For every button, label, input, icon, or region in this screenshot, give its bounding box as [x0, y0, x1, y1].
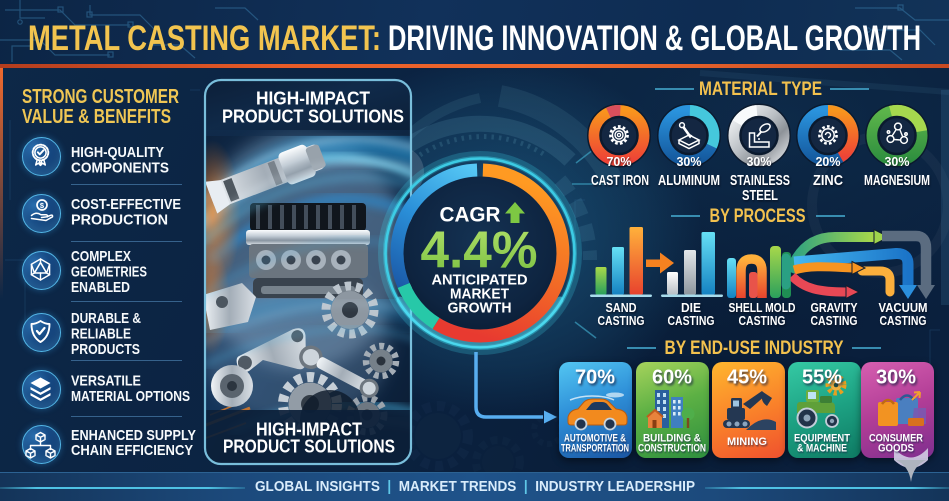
- svg-text:4.4%: 4.4%: [421, 222, 538, 280]
- svg-text:CONSUMER: CONSUMER: [869, 433, 923, 445]
- svg-text:CAGR: CAGR: [440, 203, 501, 227]
- svg-text:30%: 30%: [676, 155, 701, 169]
- svg-text:45%: 45%: [727, 367, 767, 389]
- svg-text:MAGNESIUM: MAGNESIUM: [864, 172, 930, 189]
- svg-text:TRANSPORTATION: TRANSPORTATION: [561, 443, 629, 455]
- svg-text:GLOBAL INSIGHTS | MARKET TRE: GLOBAL INSIGHTS | MARKET TRENDS | INDUST…: [255, 479, 695, 495]
- svg-text:CASTING: CASTING: [739, 313, 786, 328]
- svg-text:70%: 70%: [606, 155, 631, 169]
- svg-text:ANTICIPATED: ANTICIPATED: [432, 272, 528, 289]
- svg-text:30%: 30%: [746, 155, 771, 169]
- svg-text:30%: 30%: [884, 155, 909, 169]
- svg-text:CAST IRON: CAST IRON: [591, 172, 649, 189]
- svg-text:COMPONENTS: COMPONENTS: [71, 160, 169, 177]
- svg-text:PRODUCT SOLUTIONS: PRODUCT SOLUTIONS: [222, 107, 404, 127]
- svg-text:DURABLE &: DURABLE &: [71, 310, 141, 327]
- svg-text:CASTING: CASTING: [811, 313, 858, 328]
- svg-text:$: $: [40, 201, 45, 210]
- svg-text:20%: 20%: [815, 155, 840, 169]
- svg-text:HIGH-QUALITY: HIGH-QUALITY: [71, 144, 164, 161]
- svg-text:VALUE & BENEFITS: VALUE & BENEFITS: [22, 105, 171, 128]
- svg-text:ENHANCED SUPPLY: ENHANCED SUPPLY: [71, 427, 196, 444]
- svg-text:BUILDING &: BUILDING &: [643, 433, 701, 445]
- svg-text:PRODUCTS: PRODUCTS: [71, 341, 140, 358]
- svg-text:ENABLED: ENABLED: [71, 279, 130, 296]
- svg-text:GRAVITY: GRAVITY: [811, 300, 858, 315]
- svg-text:DIE: DIE: [681, 300, 701, 315]
- svg-text:70%: 70%: [575, 367, 615, 389]
- svg-text:GOODS: GOODS: [878, 443, 914, 455]
- svg-text:CASTING: CASTING: [880, 313, 927, 328]
- svg-text:ZINC: ZINC: [813, 172, 843, 189]
- svg-text:COST-EFFECTIVE: COST-EFFECTIVE: [71, 196, 181, 213]
- svg-text:EQUIPMENT: EQUIPMENT: [794, 433, 850, 445]
- svg-text:MATERIAL OPTIONS: MATERIAL OPTIONS: [71, 388, 190, 405]
- svg-text:BY END-USE INDUSTRY: BY END-USE INDUSTRY: [665, 338, 844, 359]
- svg-text:HIGH-IMPACT: HIGH-IMPACT: [256, 89, 370, 109]
- svg-text:AUTOMOTIVE &: AUTOMOTIVE &: [564, 433, 626, 445]
- svg-text:CASTING: CASTING: [598, 313, 645, 328]
- svg-text:STRONG CUSTOMER: STRONG CUSTOMER: [22, 85, 179, 108]
- svg-text:30%: 30%: [876, 367, 916, 389]
- svg-text:CONSTRUCTION: CONSTRUCTION: [638, 443, 706, 455]
- svg-text:CASTING: CASTING: [668, 313, 715, 328]
- svg-text:SHELL MOLD: SHELL MOLD: [729, 300, 796, 315]
- svg-text:GROWTH: GROWTH: [448, 300, 512, 317]
- svg-text:ALUMINUM: ALUMINUM: [658, 172, 720, 189]
- svg-text:COMPLEX: COMPLEX: [71, 248, 131, 265]
- svg-text:RELIABLE: RELIABLE: [71, 326, 131, 343]
- svg-text:CHAIN EFFICIENCY: CHAIN EFFICIENCY: [71, 442, 193, 459]
- svg-text:DRIVING INNOVATION & GLOBAL GR: DRIVING INNOVATION & GLOBAL GROWTH: [388, 19, 921, 58]
- svg-text:PRODUCTION: PRODUCTION: [71, 212, 168, 229]
- svg-text:GEOMETRIES: GEOMETRIES: [71, 264, 147, 281]
- svg-text:60%: 60%: [652, 367, 692, 389]
- svg-text:STAINLESS: STAINLESS: [730, 172, 790, 189]
- svg-text:MARKET: MARKET: [450, 286, 509, 303]
- svg-text:STEEL: STEEL: [742, 187, 778, 204]
- svg-text:PRODUCT SOLUTIONS: PRODUCT SOLUTIONS: [223, 437, 395, 457]
- svg-text:MINING: MINING: [727, 436, 767, 448]
- svg-text:METAL CASTING MARKET:: METAL CASTING MARKET:: [28, 19, 381, 58]
- svg-text:VACUUM: VACUUM: [879, 300, 928, 315]
- svg-text:HIGH-IMPACT: HIGH-IMPACT: [256, 420, 362, 440]
- svg-text:& MACHINE: & MACHINE: [797, 443, 847, 455]
- svg-text:VERSATILE: VERSATILE: [71, 373, 141, 390]
- svg-text:BY PROCESS: BY PROCESS: [710, 206, 806, 227]
- svg-text:SAND: SAND: [606, 300, 637, 315]
- svg-text:55%: 55%: [802, 367, 842, 389]
- svg-text:MATERIAL TYPE: MATERIAL TYPE: [699, 79, 822, 100]
